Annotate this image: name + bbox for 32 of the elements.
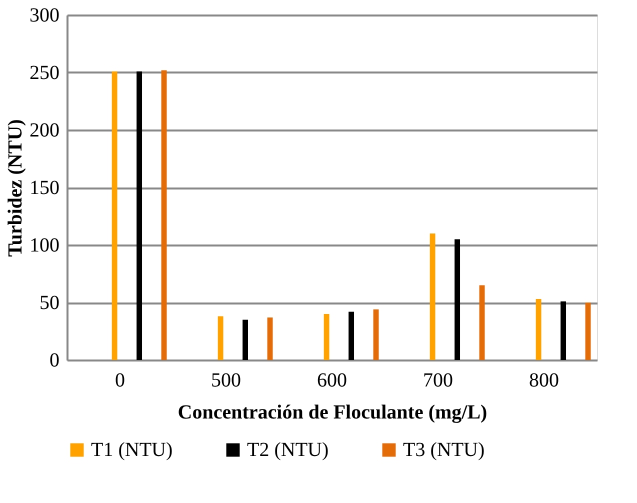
bar	[536, 299, 542, 360]
x-tick-label: 700	[423, 370, 453, 392]
bar	[112, 71, 118, 360]
y-tick-label: 50	[40, 292, 60, 314]
bar	[430, 234, 436, 360]
bar	[161, 70, 167, 360]
y-tick-label: 300	[30, 4, 60, 26]
bar	[479, 285, 485, 360]
x-tick-label: 800	[529, 370, 559, 392]
y-tick-label: 150	[30, 177, 60, 199]
bar	[373, 309, 379, 360]
x-tick-label: 600	[317, 370, 347, 392]
y-tick-label: 250	[30, 62, 60, 84]
bar	[136, 71, 142, 360]
bar	[454, 239, 460, 360]
bar	[267, 317, 273, 360]
bar	[242, 320, 248, 360]
y-tick-label: 100	[30, 234, 60, 256]
legend-label: T3 (NTU)	[403, 439, 485, 461]
bar	[348, 312, 354, 360]
x-axis-title: Concentración de Floculante (mg/L)	[178, 402, 488, 424]
x-tick-label: 0	[115, 370, 125, 392]
legend-label: T1 (NTU)	[91, 439, 173, 461]
y-tick-label: 0	[50, 350, 60, 372]
bar	[324, 314, 330, 360]
legend-label: T2 (NTU)	[247, 439, 329, 461]
y-axis-title: Turbidez (NTU)	[4, 119, 26, 257]
bar	[218, 316, 224, 360]
y-tick-label: 200	[30, 120, 60, 142]
bar	[560, 301, 566, 360]
bar	[585, 302, 591, 360]
x-tick-label: 500	[211, 370, 241, 392]
